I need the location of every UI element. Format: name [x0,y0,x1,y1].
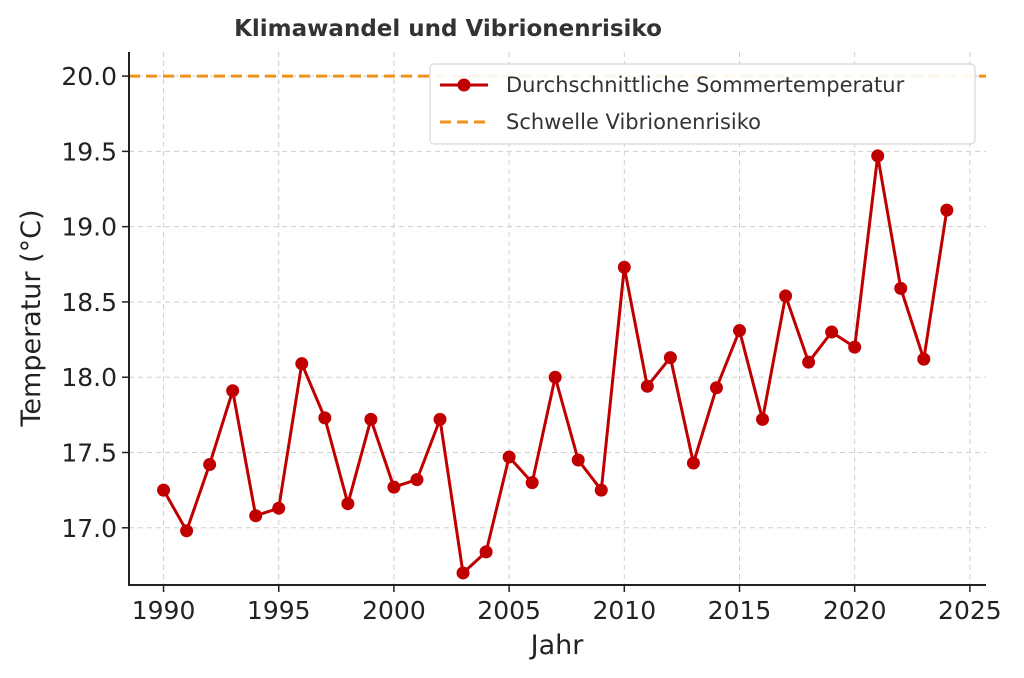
temperature-point [410,473,424,487]
temperature-point [686,456,700,470]
legend-box [429,63,976,145]
x-tick-label: 2010 [592,596,656,625]
temperature-point [272,501,286,515]
x-tick-label: 1990 [132,596,196,625]
temperature-point [387,480,401,494]
y-tick-label: 17.0 [61,514,117,543]
grid [129,52,986,585]
x-tick-label: 2025 [938,596,1002,625]
temperature-point [663,351,677,365]
x-axis-ticks: 1990 1995 2000 2005 2010 2015 2020 2025 [132,585,1002,625]
temperature-point [364,412,378,426]
legend: Durchschnittliche Sommertemperatur Schwel… [429,63,976,145]
temperature-point [848,340,862,354]
chart-title: Klimawandel und Vibrionenrisiko [234,16,662,42]
temperature-point [203,458,217,472]
temperature-point [295,357,309,371]
temperature-point [479,545,493,559]
temperature-series [157,149,954,580]
temperature-point [594,483,608,497]
temperature-point [894,281,908,295]
temperature-point [249,509,263,523]
x-tick-label: 2015 [708,596,772,625]
temperature-point [180,524,194,538]
y-tick-label: 18.0 [61,363,117,392]
temperature-point [617,260,631,274]
y-tick-label: 18.5 [61,288,117,317]
x-tick-label: 2005 [477,596,541,625]
y-axis-ticks: 17.0 17.5 18.0 18.5 19.0 19.5 20.0 [61,62,129,543]
temperature-point [525,476,539,490]
x-axis-label: Jahr [529,630,585,661]
y-tick-label: 19.5 [61,137,117,166]
temperature-point [548,370,562,384]
y-tick-label: 19.0 [61,213,117,242]
temperature-point [732,324,746,338]
temperature-point [502,450,516,464]
axes [128,52,986,586]
y-tick-label: 20.0 [61,62,117,91]
temperature-point [157,483,171,497]
temperature-point [756,412,770,426]
temperature-point [779,289,793,303]
temperature-point [802,355,816,369]
y-axis-label: Temperatur (°C) [16,209,47,427]
legend-label-threshold: Schwelle Vibrionenrisiko [506,110,761,134]
x-tick-label: 2020 [823,596,887,625]
y-tick-label: 17.5 [61,439,117,468]
temperature-point [318,411,332,425]
temperature-point [456,566,470,580]
temperature-point [433,412,447,426]
temperature-point [917,352,931,366]
temperature-point [871,149,885,163]
temperature-point [571,453,585,467]
x-tick-label: 1995 [247,596,311,625]
temperature-point [825,325,839,339]
legend-marker-temperature [457,78,471,92]
axis-spines [128,52,986,586]
temperature-point [226,384,240,398]
temperature-point [640,379,654,393]
temperature-point [341,497,355,511]
x-tick-label: 2000 [362,596,426,625]
legend-label-temperature: Durchschnittliche Sommertemperatur [506,73,905,97]
temperature-point [940,203,954,217]
temperature-point [709,381,723,395]
